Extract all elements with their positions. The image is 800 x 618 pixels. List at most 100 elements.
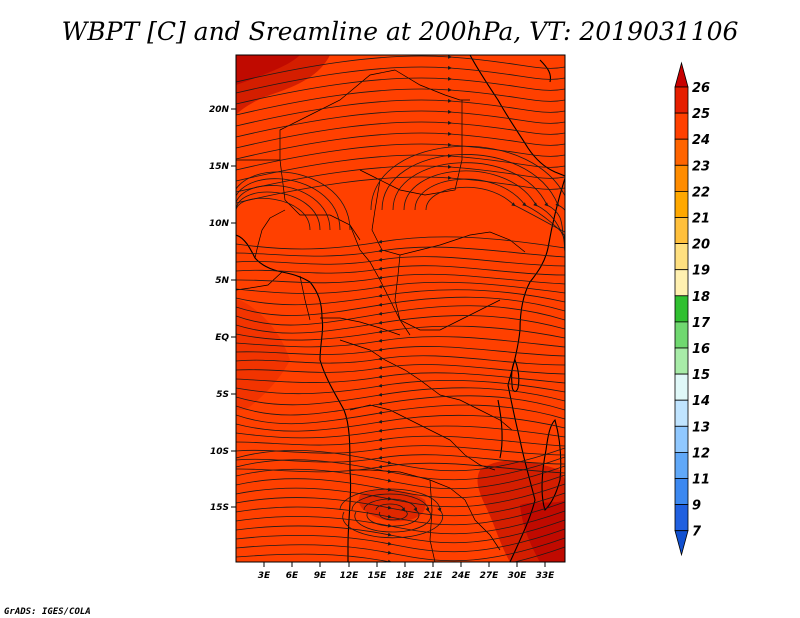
streamline (236, 315, 565, 334)
streamline (236, 387, 565, 406)
colorbar-label: 15 (692, 368, 710, 383)
streamline (236, 465, 565, 490)
streamline (236, 528, 565, 553)
lat-tick-label: 20N (209, 105, 230, 115)
streamline (236, 336, 565, 348)
lat-tick-label: 5N (215, 276, 229, 286)
colorbar-segment (674, 217, 689, 245)
streamline (236, 197, 311, 231)
colorbar-bottom-arrow (674, 530, 689, 557)
streamline (236, 456, 565, 481)
streamline (236, 296, 565, 316)
lon-tick-label: 18E (396, 571, 416, 581)
streamline (236, 256, 565, 267)
streamline (370, 145, 565, 253)
colorbar-segment (674, 112, 689, 140)
streamline (375, 503, 408, 521)
lon-tick-label: 33E (536, 571, 556, 581)
streamline (236, 289, 565, 306)
streamline (236, 435, 565, 447)
streamline (236, 185, 331, 231)
streamline (236, 153, 565, 182)
colorbar-segment (674, 86, 689, 114)
streamline (236, 546, 565, 562)
wbpt-shading (236, 55, 565, 562)
colorbar-label: 18 (692, 290, 710, 305)
streamline (236, 98, 565, 127)
streamline (236, 265, 565, 276)
colorbar-label: 9 (692, 499, 701, 514)
colorbar-segment (674, 243, 689, 271)
lat-tick-label: 10S (210, 447, 229, 457)
colorbar-segment (674, 164, 689, 192)
colorbar-segment (674, 269, 689, 297)
streamline (381, 154, 565, 249)
streamline (414, 178, 565, 237)
colorbar-segment (674, 425, 689, 453)
streamline (236, 142, 565, 171)
streamline (236, 120, 565, 149)
streamline (236, 191, 321, 231)
colorbar-segment (674, 373, 689, 401)
lon-tick-label: 24E (452, 571, 472, 581)
streamline (236, 131, 565, 160)
colorbar-label: 16 (692, 342, 710, 357)
streamline (236, 246, 565, 258)
lon-tick-label: 27E (480, 571, 500, 581)
longitude-axis: 3E 6E 9E 12E 15E 18E 21E 24E 27E 30E 33E (258, 562, 555, 581)
colorbar-label: 24 (692, 133, 710, 148)
colorbar-segment (674, 451, 689, 479)
map-panel: 20N 15N 10N 5N EQ 5S 10S 15S 3E 6E 9E 12E 15E 18E 21E… (209, 54, 566, 581)
lon-tick-label: 12E (340, 571, 360, 581)
colorbar-label: 11 (692, 473, 710, 488)
streamline (425, 186, 565, 233)
streamline (236, 380, 565, 395)
lon-tick-label: 30E (508, 571, 528, 581)
streamline (236, 474, 565, 499)
streamline (351, 493, 432, 533)
colorbar-segment (674, 321, 689, 349)
streamline (236, 87, 565, 116)
streamlines (236, 55, 565, 562)
colorbar-label: 12 (692, 446, 710, 461)
colorbar-segment (674, 295, 689, 323)
map-frame (235, 54, 566, 563)
streamline (236, 55, 565, 83)
streamline (236, 537, 565, 562)
colorbar-label: 23 (692, 159, 710, 174)
streamline (236, 372, 565, 384)
colorbar-segment (674, 504, 689, 532)
colorbar-segment (674, 399, 689, 427)
latitude-axis: 20N 15N 10N 5N EQ 5S 10S 15S (209, 105, 236, 513)
streamline (236, 501, 565, 526)
colorbar-label: 25 (692, 107, 710, 122)
streamline (236, 65, 565, 94)
streamline (236, 178, 341, 231)
lat-tick-label: 5S (216, 390, 229, 400)
streamline (236, 346, 565, 357)
streamline (236, 273, 565, 285)
lon-tick-label: 15E (368, 571, 388, 581)
streamline (236, 519, 565, 544)
streamline (236, 305, 565, 326)
streamline (236, 76, 565, 105)
colorbar-label: 19 (692, 264, 710, 279)
colorbar-label: 7 (692, 525, 702, 540)
colorbar-label: 22 (692, 185, 710, 200)
lat-tick-label: 15N (209, 162, 230, 172)
colorbar-label: 26 (692, 81, 710, 96)
streamline (236, 447, 565, 472)
colorbar-legend: 26 25 24 23 22 21 20 19 18 17 16 15 14 13 12 11 9 7 (674, 61, 711, 557)
streamline (236, 492, 565, 517)
streamline (236, 462, 565, 474)
streamline (236, 281, 565, 294)
streamline (403, 170, 565, 241)
lat-tick-label: 15S (210, 503, 229, 513)
streamline (236, 364, 565, 375)
streamline (236, 236, 565, 250)
streamline (236, 414, 565, 432)
colorbar-label: 17 (692, 316, 711, 331)
colorbar-segment (674, 138, 689, 166)
colorbar-top-arrow (674, 61, 689, 88)
